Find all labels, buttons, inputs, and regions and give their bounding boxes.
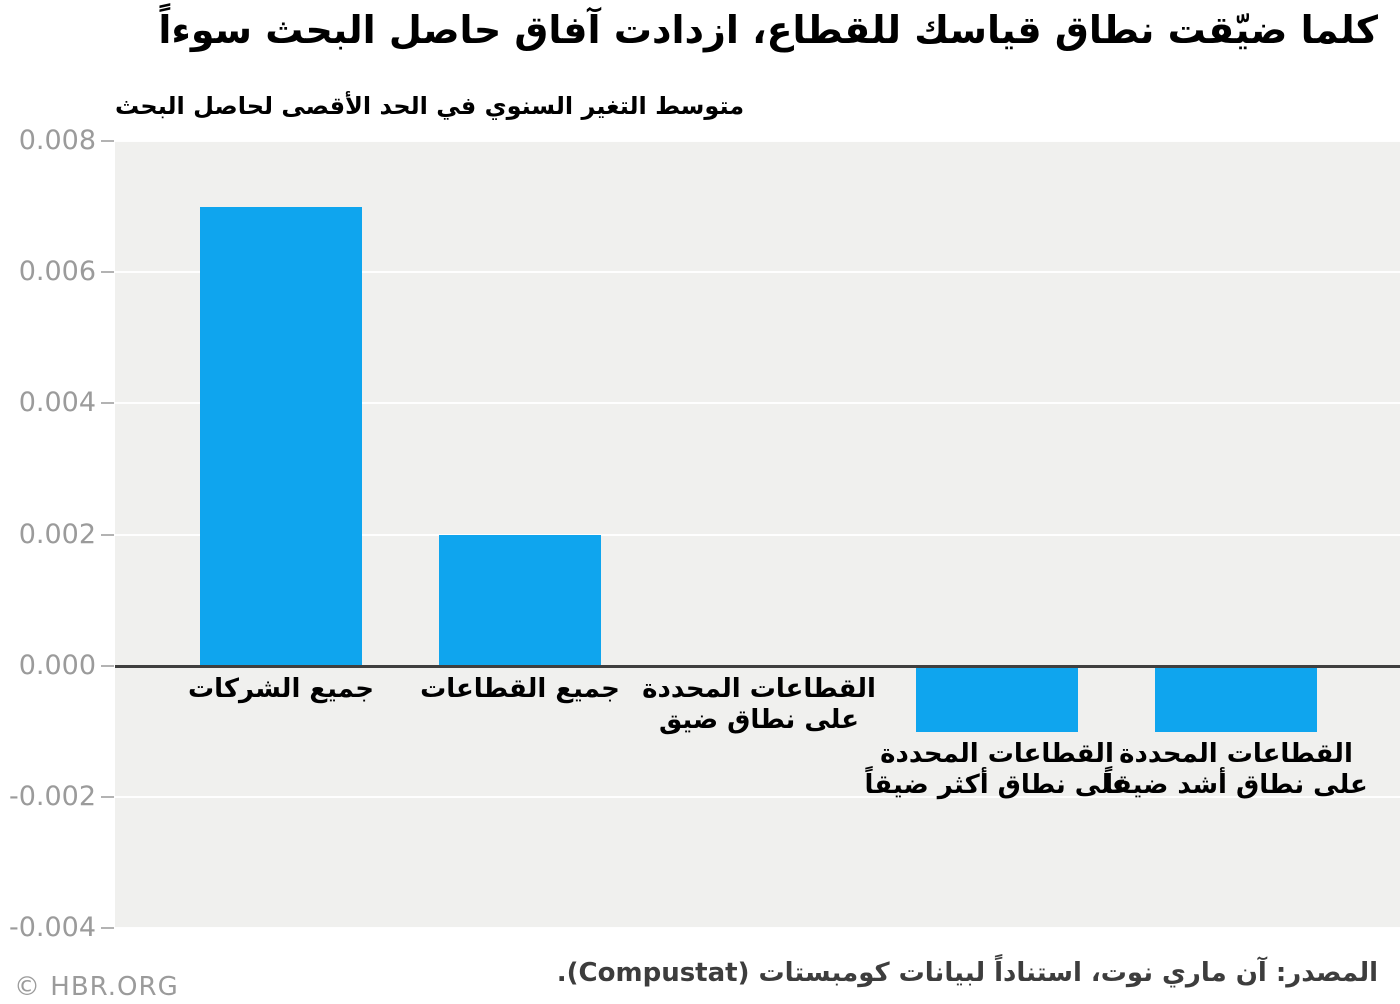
source-note: المصدر: آن ماري نوت، استناداً لبيانات كو… — [556, 958, 1378, 988]
category-label: القطاعات المحددة على نطاق ضيق — [642, 674, 876, 736]
y-tick-label: -0.004 — [8, 912, 96, 943]
y-tick-label: 0.002 — [18, 519, 96, 550]
grid-line — [115, 402, 1400, 404]
y-tick-label: 0.000 — [18, 650, 96, 681]
y-tick-mark — [101, 927, 114, 929]
grid-line — [115, 271, 1400, 273]
category-label-line: القطاعات المحددة — [880, 739, 1114, 769]
category-label-line: على نطاق أكثر ضيقاً — [864, 770, 1130, 800]
bar — [1155, 668, 1317, 732]
bar — [439, 535, 601, 666]
y-tick-mark — [101, 534, 114, 536]
category-label-line: القطاعات المحددة — [642, 674, 876, 704]
y-tick-mark — [101, 796, 114, 798]
chart-title: كلما ضيّقت نطاق قياسك للقطاع، ازدادت آفا… — [158, 8, 1378, 52]
y-tick-label: 0.006 — [18, 256, 96, 287]
grid-line — [115, 140, 1400, 142]
y-tick-mark — [101, 402, 114, 404]
category-label: جميع القطاعات — [420, 674, 620, 705]
y-tick-label: -0.002 — [8, 781, 96, 812]
y-tick-label: 0.004 — [18, 387, 96, 418]
category-label-line: جميع الشركات — [188, 674, 374, 704]
category-label: القطاعات المحددة على نطاق أشد ضيقاً — [1104, 739, 1368, 801]
category-label-line: القطاعات المحددة — [1119, 739, 1353, 769]
y-tick-mark — [101, 665, 114, 667]
bar — [200, 207, 362, 666]
plot-area — [115, 140, 1400, 929]
category-label-line: على نطاق ضيق — [658, 705, 860, 735]
y-tick-label: 0.008 — [18, 125, 96, 156]
grid-line — [115, 796, 1400, 798]
zero-axis-line — [115, 665, 1400, 668]
y-tick-mark — [101, 271, 114, 273]
category-label: القطاعات المحددة على نطاق أكثر ضيقاً — [865, 739, 1130, 801]
grid-line — [115, 534, 1400, 536]
y-axis-title: متوسط التغير السنوي في الحد الأقصى لحاصل… — [115, 92, 745, 120]
bar — [916, 668, 1078, 732]
grid-line — [115, 927, 1400, 929]
hbr-watermark: © HBR.ORG — [14, 972, 179, 1002]
category-label: جميع الشركات — [188, 674, 374, 705]
y-tick-mark — [101, 140, 114, 142]
category-label-line: على نطاق أشد ضيقاً — [1104, 770, 1368, 800]
category-label-line: جميع القطاعات — [420, 674, 620, 704]
